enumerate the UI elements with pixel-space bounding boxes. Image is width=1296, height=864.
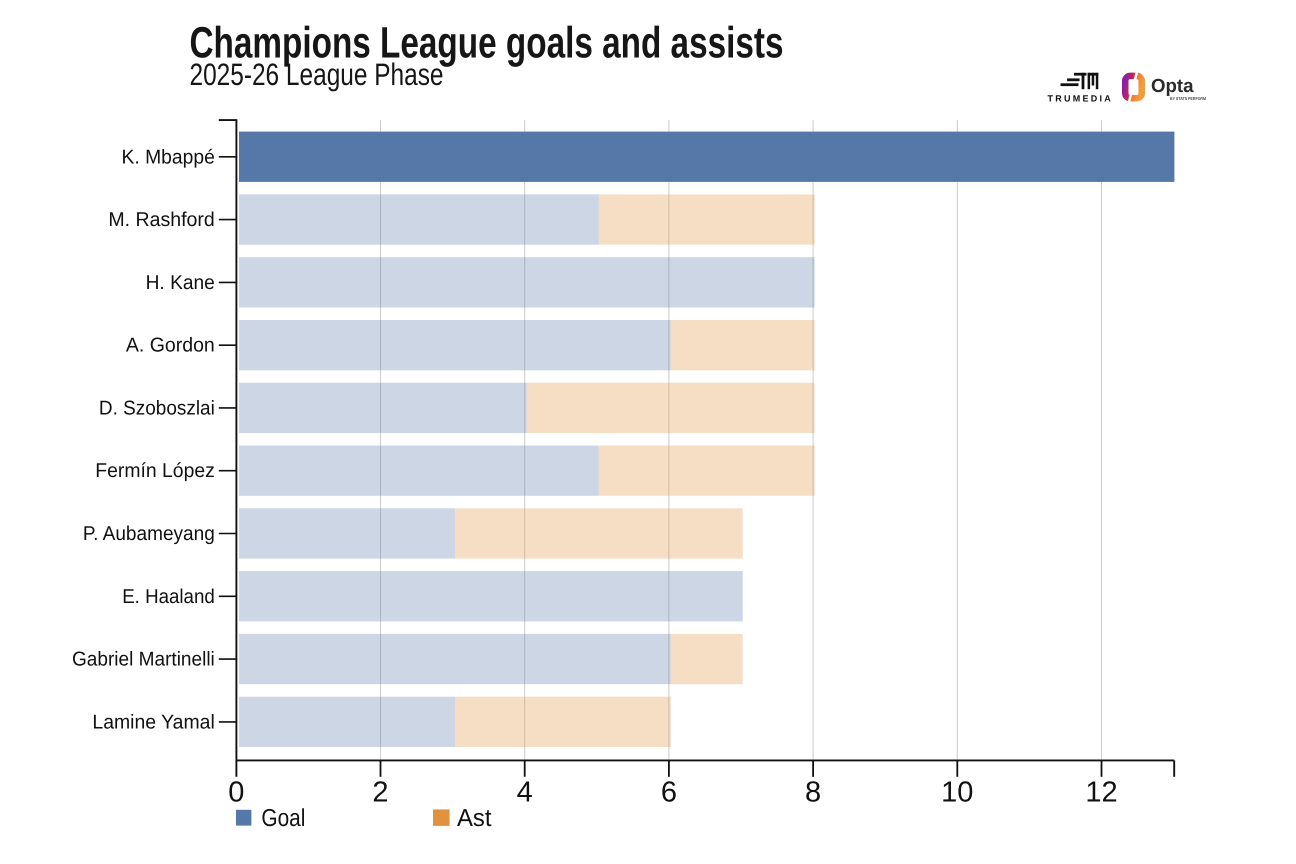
svg-text:Lamine Yamal: Lamine Yamal (92, 711, 214, 733)
svg-text:Goal: Goal (261, 805, 305, 832)
svg-text:0: 0 (228, 777, 244, 809)
svg-text:6: 6 (661, 777, 677, 809)
svg-text:H. Kane: H. Kane (146, 272, 215, 294)
svg-text:TRUMEDIA: TRUMEDIA (1048, 93, 1114, 103)
svg-text:E. Haaland: E. Haaland (122, 586, 215, 608)
svg-text:Champions League goals and ass: Champions League goals and assists (190, 19, 784, 68)
svg-text:8: 8 (805, 777, 821, 809)
svg-text:4: 4 (517, 777, 533, 809)
svg-text:P. Aubameyang: P. Aubameyang (83, 523, 215, 545)
svg-text:Opta: Opta (1151, 76, 1194, 97)
svg-text:BY STATS PERFORM: BY STATS PERFORM (1170, 96, 1206, 101)
svg-text:D. Szoboszlai: D. Szoboszlai (99, 397, 215, 419)
svg-text:12: 12 (1085, 777, 1117, 809)
svg-text:A. Gordon: A. Gordon (126, 335, 215, 357)
svg-text:M. Rashford: M. Rashford (108, 209, 214, 231)
svg-text:K. Mbappé: K. Mbappé (122, 146, 215, 168)
svg-text:Ast: Ast (457, 805, 492, 832)
svg-text:Gabriel Martinelli: Gabriel Martinelli (72, 649, 215, 671)
svg-text:10: 10 (941, 777, 973, 809)
svg-text:2: 2 (372, 777, 388, 809)
svg-text:2025-26 League Phase: 2025-26 League Phase (190, 57, 444, 92)
svg-text:Fermín López: Fermín López (95, 460, 215, 482)
